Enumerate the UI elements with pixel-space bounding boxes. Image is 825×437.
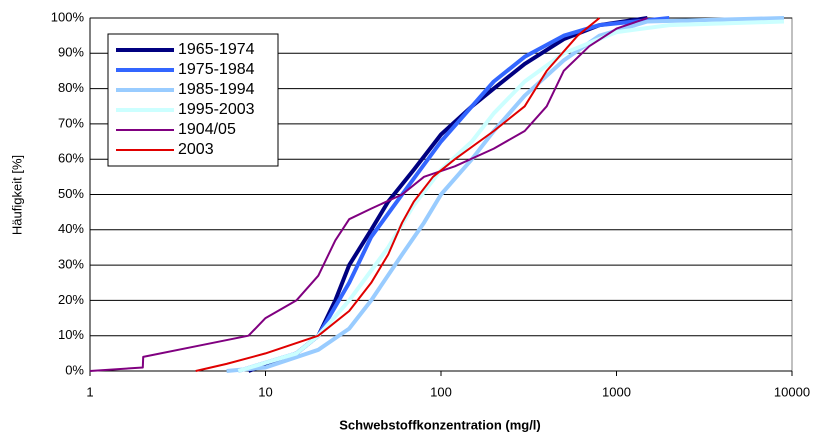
y-tick-label: 10% [58, 327, 84, 342]
series-line [89, 17, 648, 372]
y-tick-label: 30% [58, 257, 84, 272]
legend-label: 1965-1974 [178, 41, 255, 58]
y-tick-label: 40% [58, 221, 84, 236]
y-tick-label: 100% [51, 9, 85, 24]
x-tick-label: 1 [86, 384, 93, 399]
legend-box [107, 33, 279, 167]
legend-label: 1904/05 [178, 121, 236, 138]
y-tick-label: 0% [65, 362, 84, 377]
y-tick-label: 80% [58, 80, 84, 95]
x-axis-label: Schwebstoffkonzentration (mg/l) [339, 417, 541, 432]
series-line [237, 19, 785, 373]
legend-label: 1985-1994 [178, 81, 255, 98]
y-tick-label: 50% [58, 186, 84, 201]
x-tick-label: 100 [430, 384, 452, 399]
legend-label: 1995-2003 [178, 101, 255, 118]
legend-label: 1975-1984 [178, 61, 255, 78]
x-tick-label: 10000 [774, 384, 810, 399]
y-axis-label: Häufigkeit [%] [9, 155, 24, 235]
y-tick-label: 60% [58, 151, 84, 166]
y-tick-label: 90% [58, 45, 84, 60]
x-tick-label: 1000 [602, 384, 631, 399]
y-tick-label: 70% [58, 115, 84, 130]
y-tick-label: 20% [58, 292, 84, 307]
legend-label: 2003 [178, 141, 214, 158]
x-tick-label: 10 [258, 384, 272, 399]
series-line [195, 17, 601, 372]
